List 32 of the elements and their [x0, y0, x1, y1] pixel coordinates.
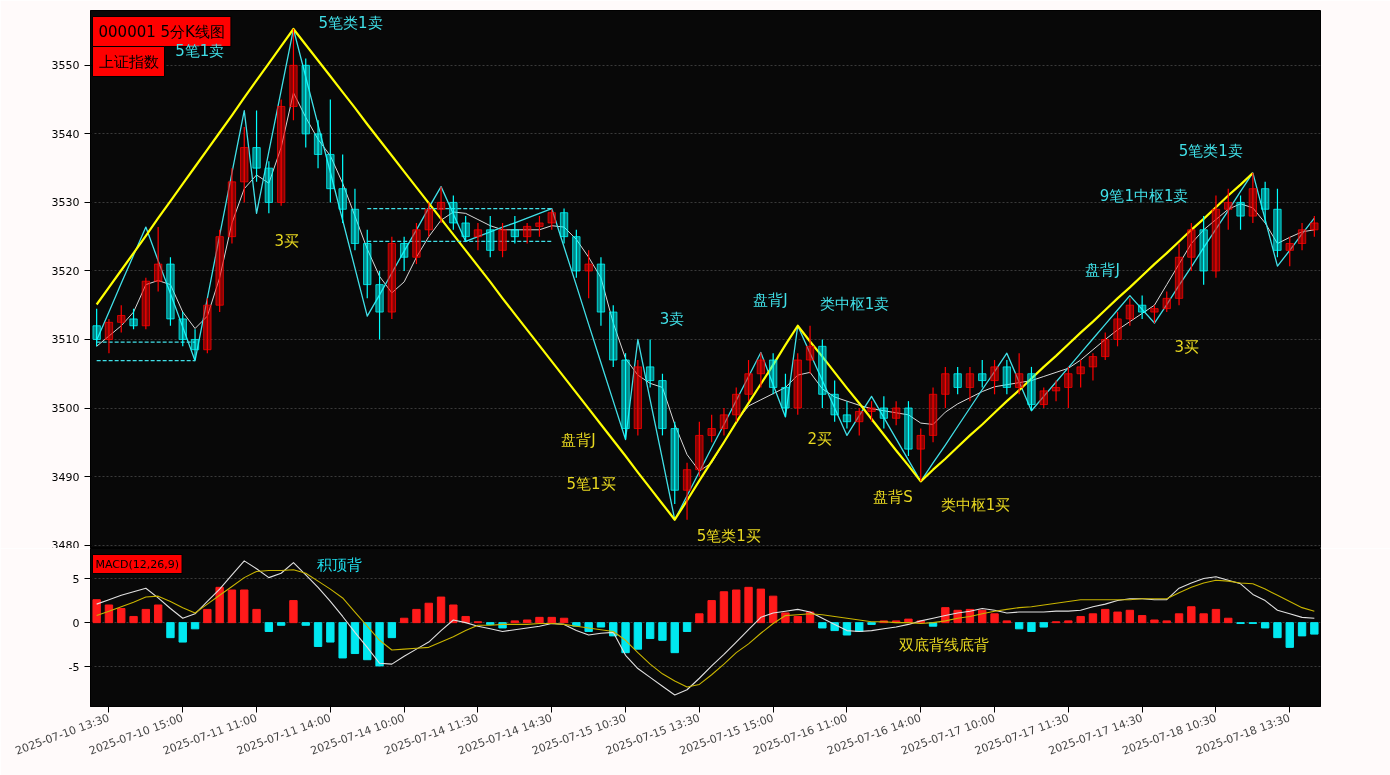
annotation: 3卖 — [659, 310, 685, 329]
y-tick-label: 3520 — [51, 264, 80, 278]
text: 000001 5分K线图 — [98, 22, 225, 41]
y-tick-label: 3480 — [51, 538, 80, 552]
y-tick-label: 3550 — [51, 59, 80, 73]
annotation: 5笔类1买 — [696, 526, 761, 545]
y-tick-label: -5 — [68, 660, 80, 674]
annotation: 盘背S — [873, 488, 913, 507]
annotation: 2买 — [807, 429, 832, 448]
annotation: 3买 — [1174, 338, 1199, 357]
text: 上证指数 — [98, 52, 159, 71]
y-tick-label: 0 — [72, 616, 80, 630]
annotation: 盘背J — [1085, 260, 1120, 279]
y-tick-label: 3510 — [51, 333, 80, 347]
y-tick-label: 5 — [72, 572, 80, 586]
y-tick-label: 3490 — [51, 470, 80, 484]
annotation: 5笔1卖 — [175, 41, 225, 60]
text: MACD(12,26,9) — [95, 557, 180, 571]
annotation: 盘背J — [561, 430, 596, 449]
annotation: 3买 — [274, 232, 300, 251]
annotation: 积顶背 — [317, 555, 363, 574]
annotation: 5笔类1卖 — [318, 14, 383, 32]
y-tick-label: 3530 — [51, 196, 80, 210]
annotation: 双底背线底背 — [898, 635, 989, 654]
annotation: 9笔1中枢1卖 — [1099, 186, 1189, 205]
annotation: 类中枢1卖 — [819, 294, 890, 313]
y-tick-label: 3500 — [51, 402, 80, 415]
annotation: 类中枢1买 — [940, 496, 1011, 515]
y-tick-label: 3540 — [51, 127, 80, 141]
annotation: 5笔1买 — [566, 474, 616, 493]
annotation: 盘背J — [753, 290, 788, 309]
annotation: 5笔类1卖 — [1178, 141, 1243, 160]
